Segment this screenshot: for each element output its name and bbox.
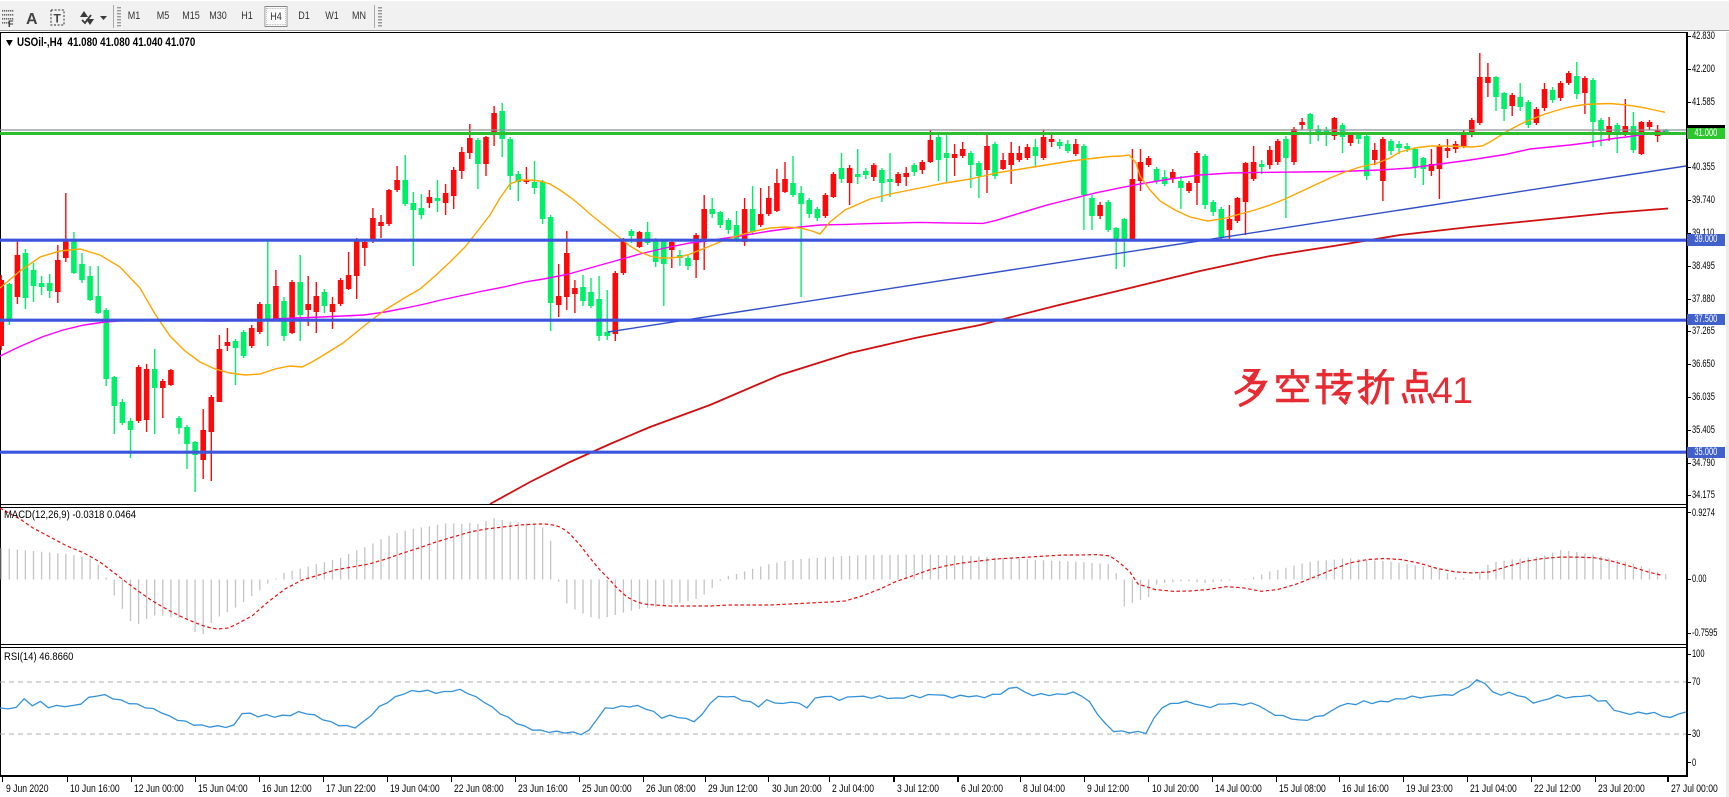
svg-text:F: F <box>8 19 14 29</box>
svg-text:41: 41 <box>1432 369 1472 411</box>
svg-text:T: T <box>54 12 62 26</box>
svg-text:A: A <box>26 11 38 28</box>
